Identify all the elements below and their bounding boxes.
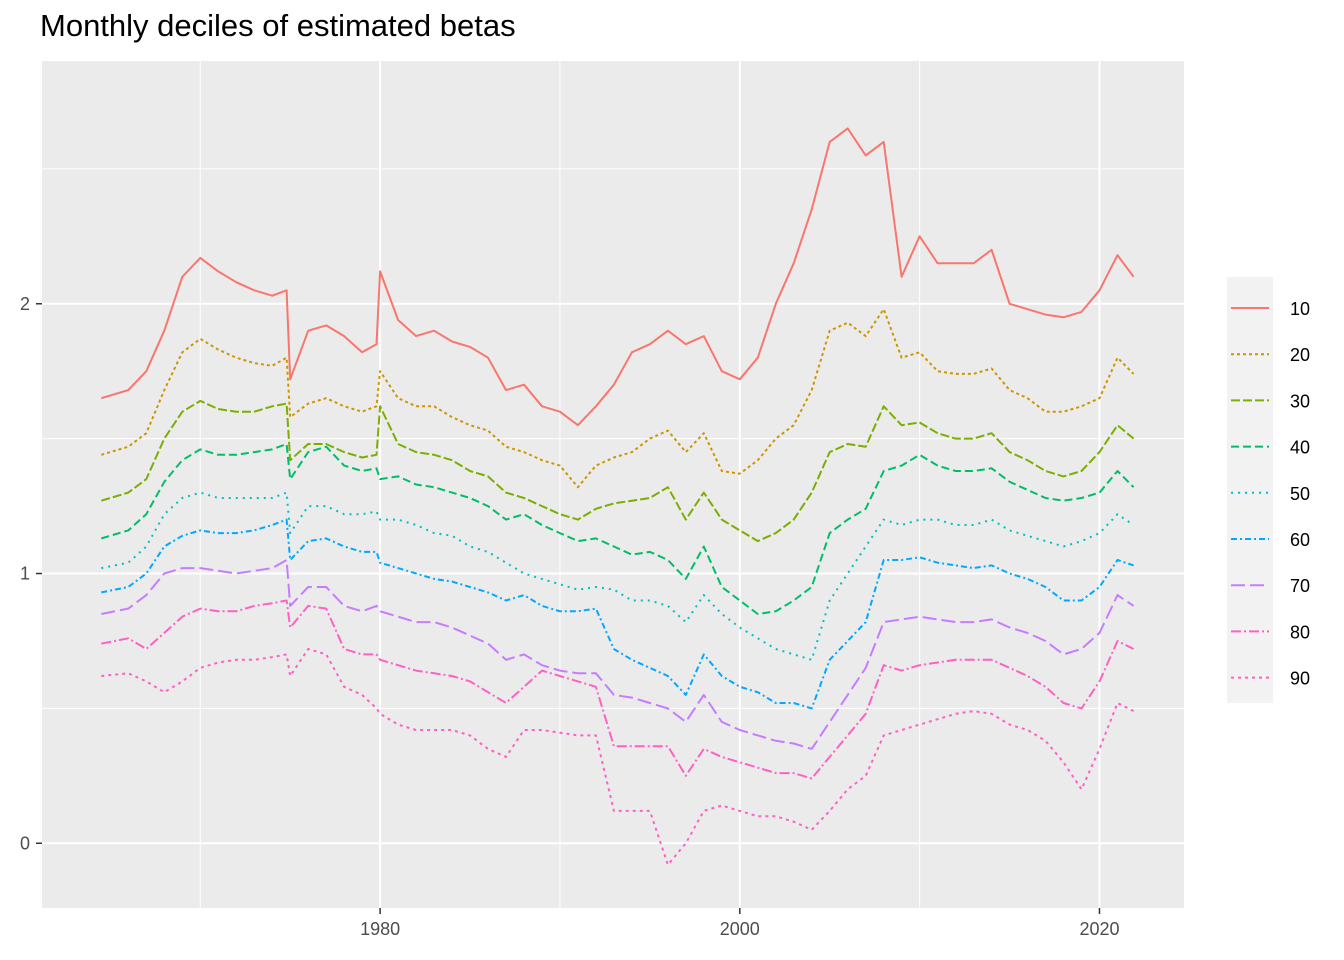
y-tick-label: 2: [20, 294, 30, 314]
legend-label-70: 70: [1290, 576, 1310, 596]
plot-panel: [42, 61, 1184, 908]
series-line-20: [101, 308, 1135, 489]
legend-label-50: 50: [1290, 484, 1310, 504]
series-line-10: [101, 127, 1135, 427]
series-line-90: [101, 648, 1135, 866]
x-tick-label: 1980: [360, 919, 400, 939]
legend-label-40: 40: [1290, 438, 1310, 458]
legend-label-10: 10: [1290, 299, 1310, 319]
legend-label-30: 30: [1290, 391, 1310, 411]
series-line-30: [101, 399, 1135, 543]
x-tick-label: 2000: [720, 919, 760, 939]
y-tick-label: 0: [20, 833, 30, 853]
series-line-50: [101, 491, 1135, 661]
x-tick-label: 2020: [1079, 919, 1119, 939]
legend-label-90: 90: [1290, 669, 1310, 689]
legend-box: [1227, 277, 1273, 703]
series-line-80: [101, 599, 1135, 780]
legend-label-20: 20: [1290, 345, 1310, 365]
legend-label-60: 60: [1290, 530, 1310, 550]
legend-label-80: 80: [1290, 622, 1310, 642]
series-line-70: [101, 559, 1135, 750]
chart-title: Monthly deciles of estimated betas: [40, 8, 516, 43]
series-line-40: [101, 443, 1135, 615]
y-tick-label: 1: [20, 564, 30, 584]
